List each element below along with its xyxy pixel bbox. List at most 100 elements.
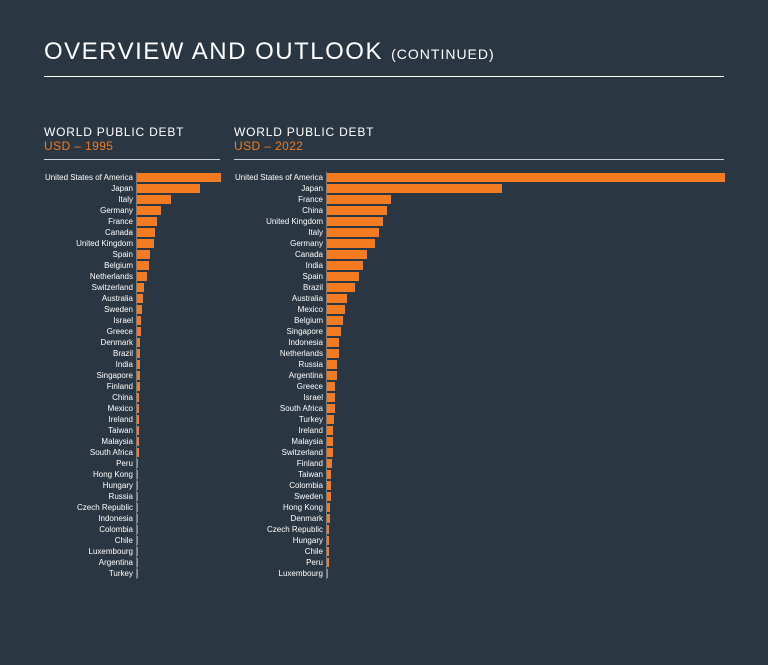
bar [137, 349, 140, 358]
bar-row: Switzerland [234, 447, 724, 458]
bar [137, 514, 138, 523]
bar-cell [326, 491, 724, 502]
bar-label: Czech Republic [234, 526, 326, 534]
bar [327, 261, 363, 270]
bar-label: Ireland [234, 427, 326, 435]
bar-label: South Africa [234, 405, 326, 413]
bar-label: Hong Kong [44, 471, 136, 479]
bar-row: Canada [234, 249, 724, 260]
bar [137, 173, 221, 182]
chart-1995-title-line1: WORLD PUBLIC DEBT [44, 125, 220, 139]
bar [137, 294, 143, 303]
bar-row: United Kingdom [44, 238, 220, 249]
bar-label: Indonesia [234, 339, 326, 347]
bar [137, 525, 138, 534]
bar-label: Luxembourg [234, 570, 326, 578]
bar [327, 382, 335, 391]
bar [327, 184, 502, 193]
bar-cell [326, 458, 724, 469]
bar-cell [326, 403, 724, 414]
bar-cell [136, 282, 220, 293]
bar-cell [326, 172, 724, 183]
bar-row: Czech Republic [234, 524, 724, 535]
bar-row: Colombia [44, 524, 220, 535]
bar-label: Sweden [234, 493, 326, 501]
bar-row: Hong Kong [234, 502, 724, 513]
bar-cell [326, 436, 724, 447]
bar-row: Malaysia [234, 436, 724, 447]
bar-cell [136, 447, 220, 458]
bar-cell [326, 326, 724, 337]
bar [327, 294, 347, 303]
bar-cell [326, 348, 724, 359]
bar-row: Sweden [234, 491, 724, 502]
bar [327, 448, 333, 457]
bar-row: Greece [234, 381, 724, 392]
bar-label: Peru [234, 559, 326, 567]
bar [327, 426, 333, 435]
bar-row: Spain [44, 249, 220, 260]
bar [137, 195, 171, 204]
bar-row: Luxembourg [234, 568, 724, 579]
bar-row: Singapore [44, 370, 220, 381]
bar-row: Malaysia [44, 436, 220, 447]
bar-row: Belgium [234, 315, 724, 326]
chart-2022-divider [234, 159, 724, 160]
bar-row: Greece [44, 326, 220, 337]
bar [327, 481, 331, 490]
bar-row: Argentina [234, 370, 724, 381]
bar-label: Hong Kong [234, 504, 326, 512]
bar-label: Mexico [44, 405, 136, 413]
chart-1995-divider [44, 159, 220, 160]
bar-cell [326, 315, 724, 326]
bar-label: United States of America [44, 174, 136, 182]
bar-label: India [234, 262, 326, 270]
bar-row: Mexico [44, 403, 220, 414]
bar-cell [136, 480, 220, 491]
bar-label: Brazil [44, 350, 136, 358]
bar [327, 195, 391, 204]
bar-label: Turkey [234, 416, 326, 424]
bar-label: Peru [44, 460, 136, 468]
bar-row: Peru [234, 557, 724, 568]
page-title-sub: (CONTINUED) [391, 46, 495, 62]
bar-label: Denmark [44, 339, 136, 347]
bar [137, 283, 144, 292]
bar-cell [136, 183, 220, 194]
bar-label: Spain [44, 251, 136, 259]
bar-cell [326, 414, 724, 425]
bar-label: Germany [234, 240, 326, 248]
bar [327, 536, 329, 545]
bar [327, 250, 367, 259]
page-header: OVERVIEW AND OUTLOOK (CONTINUED) [44, 38, 724, 77]
bar-label: Russia [44, 493, 136, 501]
bar [327, 228, 379, 237]
bar-row: Indonesia [234, 337, 724, 348]
bar [137, 272, 147, 281]
bar-row: Spain [234, 271, 724, 282]
bar-cell [136, 414, 220, 425]
bar-label: Taiwan [44, 427, 136, 435]
bar-cell [326, 546, 724, 557]
bar-row: France [44, 216, 220, 227]
bar [137, 217, 157, 226]
bar [327, 338, 339, 347]
bar-label: Sweden [44, 306, 136, 314]
bar-row: Japan [234, 183, 724, 194]
bar [327, 470, 331, 479]
bar [137, 426, 139, 435]
bar-cell [326, 557, 724, 568]
bar-row: Indonesia [44, 513, 220, 524]
bar-row: Russia [44, 491, 220, 502]
bar-cell [326, 513, 724, 524]
bar-row: Czech Republic [44, 502, 220, 513]
bar-label: Mexico [234, 306, 326, 314]
bar-label: Israel [44, 317, 136, 325]
bar-label: Netherlands [44, 273, 136, 281]
bar-row: Hungary [44, 480, 220, 491]
bar-row: Israel [234, 392, 724, 403]
bar [327, 316, 343, 325]
bar [327, 503, 330, 512]
bar-cell [136, 436, 220, 447]
bar [137, 503, 138, 512]
